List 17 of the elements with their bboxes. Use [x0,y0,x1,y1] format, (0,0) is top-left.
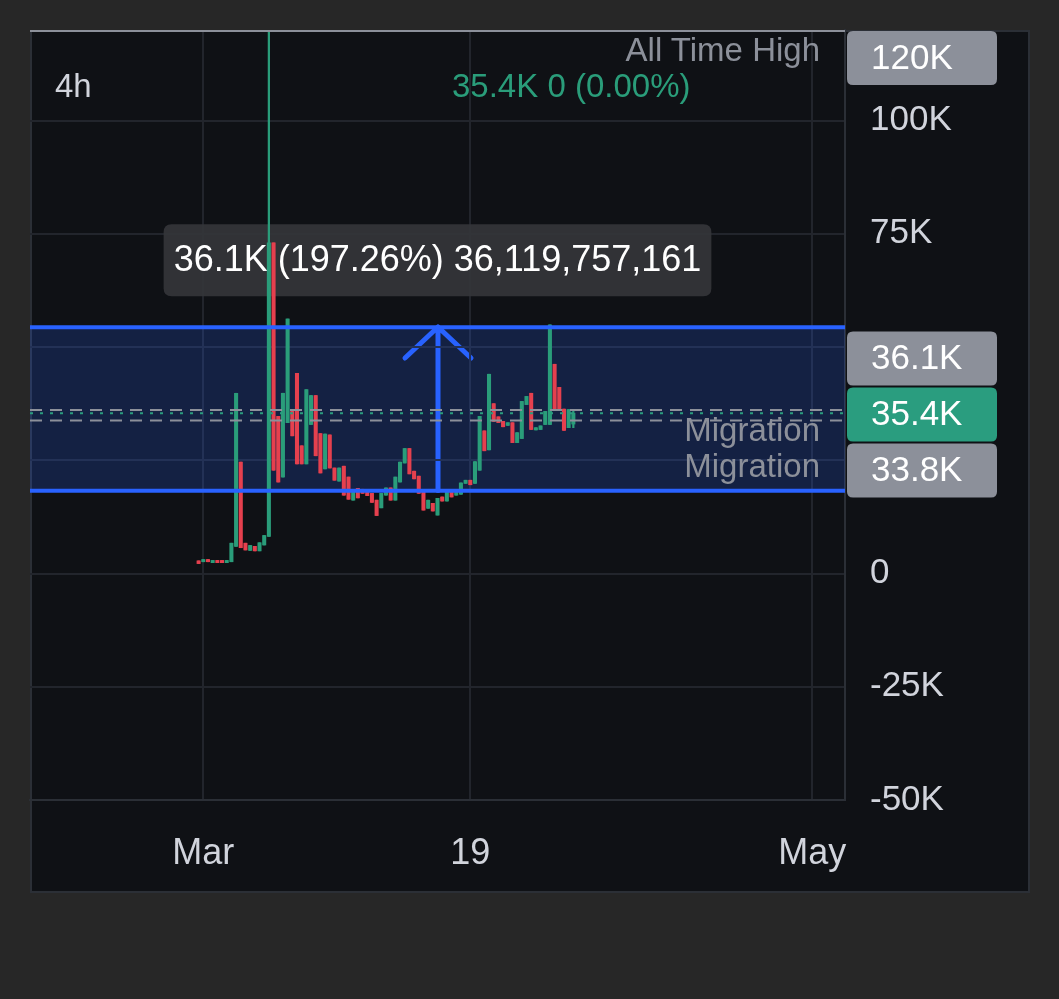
y-tick-label: 75K [870,211,933,251]
text: 4h [55,67,92,105]
x-tick-label: Mar [172,830,235,872]
text: 33.8K [871,449,963,489]
text: 35.4K [871,393,963,433]
text: 36.1K [871,337,963,377]
x-tick-label: May [778,830,847,872]
band-label: 36.1K (197.26%) 36,119,757,161 [173,238,702,280]
x-tick-label: 19 [450,830,491,872]
y-tick-label: 100K [870,98,952,138]
text: 35.4K 0 (0.00%) [452,67,691,105]
text: 120K [871,36,953,76]
y-tick-label: 0 [870,551,890,591]
ref-line-label: All Time High [625,30,820,68]
ref-line-label: Migration [684,410,820,448]
y-tick-label: -50K [870,777,944,817]
y-tick-label: -25K [870,664,944,704]
